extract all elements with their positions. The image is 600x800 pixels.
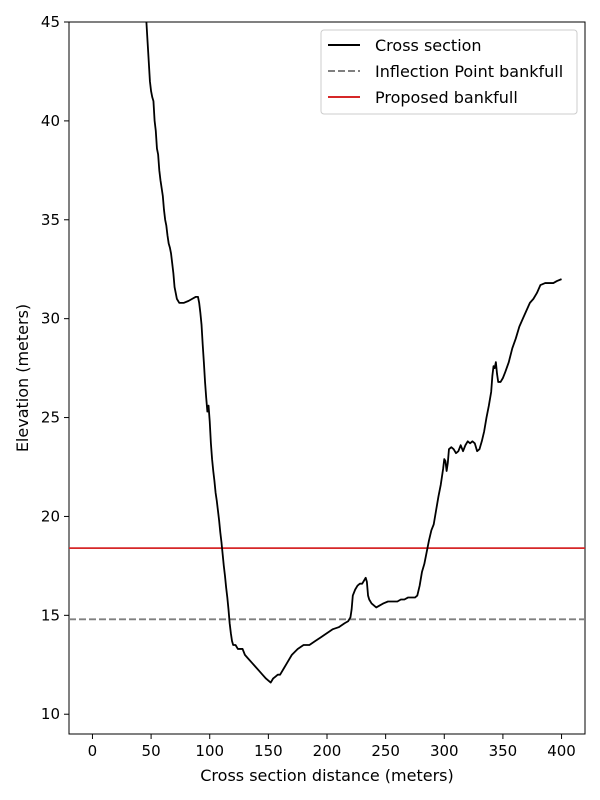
x-tick-label: 250 — [371, 742, 400, 760]
bankfull-lines — [69, 547, 585, 621]
axes — [68, 21, 586, 735]
legend-label-cross-section: Cross section — [375, 36, 482, 55]
x-tick-label: 50 — [142, 742, 161, 760]
x-tick-label: 0 — [88, 742, 98, 760]
x-tick-label: 300 — [430, 742, 459, 760]
x-axis-ticks: 0 50 100 150 200 250 300 350 400 — [88, 734, 576, 760]
y-tick-label: 40 — [41, 112, 60, 130]
x-tick-label: 100 — [195, 742, 224, 760]
x-tick-label: 400 — [547, 742, 576, 760]
x-tick-label: 350 — [489, 742, 518, 760]
y-tick-label: 15 — [41, 606, 60, 624]
legend-label-proposed-bankfull: Proposed bankfull — [375, 88, 518, 107]
y-tick-label: 10 — [41, 705, 60, 723]
legend-box — [320, 29, 578, 115]
y-tick-label: 25 — [41, 409, 60, 427]
x-tick-label: 200 — [313, 742, 342, 760]
y-tick-label: 20 — [41, 507, 60, 525]
y-axis-label: Elevation (meters) — [13, 304, 32, 452]
y-tick-label: 35 — [41, 211, 60, 229]
x-tick-label: 150 — [254, 742, 283, 760]
series-lines — [145, 21, 562, 684]
y-axis-ticks: 10 15 20 25 30 35 40 45 — [41, 13, 69, 723]
legend: Cross section Inflection Point bankfull … — [320, 29, 578, 115]
legend-label-inflection-point-bankfull: Inflection Point bankfull — [375, 62, 563, 81]
y-tick-label: 45 — [41, 13, 60, 31]
x-axis-label: Cross section distance (meters) — [200, 766, 453, 785]
plot-frame — [68, 21, 586, 735]
y-tick-label: 30 — [41, 310, 60, 328]
series-cross-section — [145, 21, 562, 684]
